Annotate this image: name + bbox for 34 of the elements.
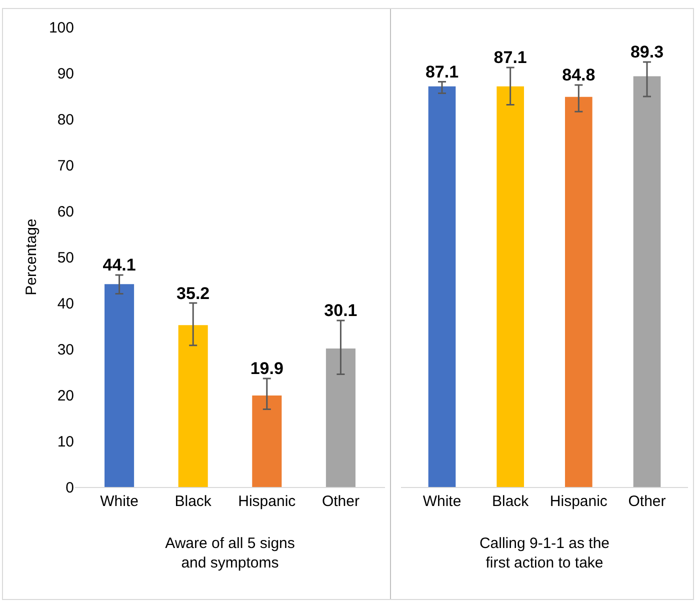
- y-tick-label: 100: [48, 19, 74, 36]
- y-tick-label: 80: [57, 111, 74, 128]
- y-tick-label: 50: [57, 249, 74, 266]
- data-label: 30.1: [324, 301, 358, 320]
- y-tick-label: 40: [57, 295, 74, 312]
- x-axis-title: Aware of all 5 signs and symptoms: [165, 535, 295, 572]
- y-tick-label: 30: [57, 341, 74, 358]
- bar: [326, 348, 356, 487]
- x-tick-label: Black: [492, 493, 530, 510]
- y-tick-label: 20: [57, 387, 74, 404]
- y-axis-title: Percentage: [23, 218, 40, 296]
- data-label: 19.9: [250, 359, 284, 378]
- data-label: 35.2: [176, 284, 210, 303]
- y-tick-label: 70: [57, 157, 74, 174]
- x-tick-label: Other: [628, 493, 666, 510]
- x-tick-label: White: [100, 493, 138, 510]
- x-tick-label: Other: [322, 493, 360, 510]
- x-tick-label: Black: [174, 493, 212, 510]
- x-axis-title: Calling 9-1-1 as the first action to take: [479, 535, 610, 572]
- bar: [104, 284, 134, 487]
- x-tick-label: White: [422, 493, 462, 510]
- data-label: 87.1: [494, 48, 527, 68]
- y-tick-label: 10: [57, 433, 74, 450]
- x-tick-label: Hispanic: [238, 493, 296, 510]
- y-tick-label: 90: [57, 65, 74, 82]
- data-label: 84.8: [562, 66, 596, 85]
- data-label: 89.3: [630, 42, 664, 62]
- x-tick-label: Hispanic: [550, 493, 608, 510]
- y-tick-label: 60: [57, 203, 74, 220]
- y-tick-label: 0: [66, 479, 74, 496]
- bar: [178, 325, 208, 487]
- data-label: 44.1: [102, 256, 136, 275]
- bar: [252, 395, 282, 487]
- data-label: 87.1: [425, 62, 459, 82]
